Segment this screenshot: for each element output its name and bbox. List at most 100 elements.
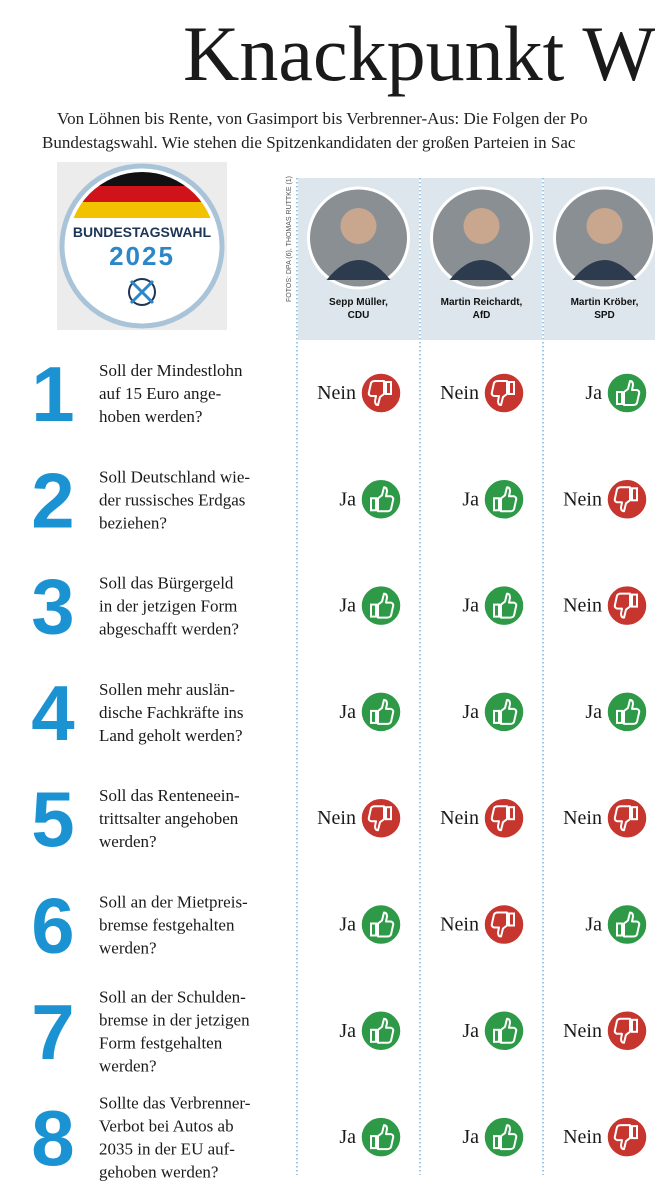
question-number: 6 bbox=[31, 882, 74, 970]
answer: Nein bbox=[563, 1020, 602, 1042]
question-number: 4 bbox=[31, 669, 74, 757]
thumb-circle bbox=[483, 691, 525, 733]
thumb-cuff bbox=[385, 806, 392, 821]
thumb-up bbox=[483, 478, 525, 521]
candidate-name: Martin Reichardt, bbox=[441, 297, 523, 308]
thumb-icon bbox=[490, 911, 515, 938]
question-number: 3 bbox=[31, 563, 74, 651]
candidate-party: CDU bbox=[348, 310, 370, 321]
thumb-circle bbox=[606, 478, 648, 521]
thumb-hand bbox=[500, 486, 518, 513]
thumb-icon bbox=[370, 698, 395, 725]
question-line: werden? bbox=[99, 939, 157, 958]
thumb-cuff bbox=[493, 1028, 500, 1043]
question-line: Sollen mehr auslän- bbox=[99, 680, 235, 699]
thumb-circle bbox=[483, 1116, 525, 1158]
thumb-hand bbox=[377, 486, 395, 513]
thumb-cuff bbox=[385, 381, 392, 395]
thumb-hand bbox=[623, 911, 641, 938]
thumb-circle bbox=[360, 903, 402, 946]
question-line: Verbot bei Autos ab bbox=[99, 1117, 234, 1136]
answer: Nein bbox=[317, 807, 356, 829]
question-line: Soll das Bürgergeld bbox=[99, 574, 234, 593]
thumb-circle bbox=[483, 1010, 525, 1052]
answer: Ja bbox=[339, 914, 356, 936]
ballot-x bbox=[129, 279, 155, 305]
thumb-cuff bbox=[508, 912, 515, 927]
thumb-cuff bbox=[631, 1125, 638, 1140]
title: Knackpunkt W bbox=[183, 10, 655, 97]
answer: Ja bbox=[339, 1126, 356, 1148]
thumb-circle bbox=[360, 372, 402, 414]
thumb-hand bbox=[490, 380, 508, 406]
thumb-hand bbox=[613, 805, 631, 832]
thumb-up bbox=[606, 372, 648, 414]
thumb-icon bbox=[613, 1124, 638, 1151]
thumb-icon bbox=[493, 1124, 518, 1151]
thumb-icon bbox=[367, 380, 392, 406]
avatar-body bbox=[449, 260, 514, 280]
answer: Nein bbox=[440, 914, 479, 936]
thumb-up bbox=[483, 1116, 525, 1158]
thumb-icon bbox=[370, 1124, 395, 1151]
thumb-icon bbox=[370, 911, 395, 938]
thumb-cuff bbox=[370, 497, 377, 512]
thumb-icon bbox=[493, 486, 518, 513]
answer: Ja bbox=[462, 488, 479, 510]
question-number: 1 bbox=[31, 350, 74, 438]
question-line: bremse in der jetzigen bbox=[99, 1010, 250, 1029]
question-number: 7 bbox=[31, 988, 74, 1076]
thumb-hand bbox=[500, 1017, 518, 1044]
thumb-circle bbox=[606, 903, 648, 946]
logo: BUNDESTAGSWAHL 2025 bbox=[57, 162, 227, 330]
thumb-cuff bbox=[493, 497, 500, 512]
answer: Ja bbox=[339, 488, 356, 510]
thumb-circle bbox=[483, 903, 525, 946]
thumb-cuff bbox=[616, 922, 623, 937]
question-line: in der jetzigen Form bbox=[99, 597, 237, 616]
thumb-icon bbox=[367, 805, 392, 832]
thumb-hand bbox=[367, 805, 385, 832]
thumb-down bbox=[606, 1116, 648, 1158]
answer: Nein bbox=[440, 382, 479, 404]
candidate-name: Sepp Müller, bbox=[329, 297, 388, 308]
thumb-icon bbox=[613, 1017, 638, 1044]
thumb-circle bbox=[360, 691, 402, 733]
thumb-down bbox=[483, 903, 525, 946]
thumb-hand bbox=[500, 592, 518, 619]
thumb-cuff bbox=[493, 603, 500, 618]
answer: Ja bbox=[585, 701, 602, 723]
thumb-circle bbox=[606, 691, 648, 733]
thumb-circle bbox=[360, 797, 402, 839]
thumb-circle bbox=[483, 797, 525, 839]
question-line: beziehen? bbox=[99, 513, 167, 532]
avatar-body bbox=[572, 260, 637, 280]
thumb-icon bbox=[616, 380, 641, 406]
thumb-icon bbox=[370, 486, 395, 513]
thumb-hand bbox=[500, 698, 518, 725]
answer: Ja bbox=[462, 701, 479, 723]
question-line: hoben werden? bbox=[99, 407, 202, 426]
thumb-hand bbox=[490, 805, 508, 832]
thumb-hand bbox=[490, 911, 508, 938]
thumb-up bbox=[483, 584, 525, 627]
answer: Nein bbox=[563, 488, 602, 510]
thumb-up bbox=[360, 584, 402, 627]
thumb-hand bbox=[613, 1017, 631, 1044]
thumb-hand bbox=[377, 592, 395, 619]
candidate-name: Martin Kröber, bbox=[571, 297, 639, 308]
question-line: trittsalter angehoben bbox=[99, 809, 239, 828]
answer: Ja bbox=[462, 1126, 479, 1148]
thumb-circle bbox=[360, 584, 402, 627]
question-line: Soll Deutschland wie- bbox=[99, 467, 250, 486]
thumb-circle bbox=[360, 1116, 402, 1158]
thumb-down bbox=[360, 372, 402, 414]
thumb-hand bbox=[613, 1124, 631, 1151]
question-line: der russisches Erdgas bbox=[99, 490, 245, 509]
thumb-circle bbox=[606, 1010, 648, 1052]
flag-red bbox=[68, 186, 216, 202]
thumb-circle bbox=[483, 372, 525, 414]
thumb-hand bbox=[377, 911, 395, 938]
thumb-down bbox=[606, 1010, 648, 1052]
